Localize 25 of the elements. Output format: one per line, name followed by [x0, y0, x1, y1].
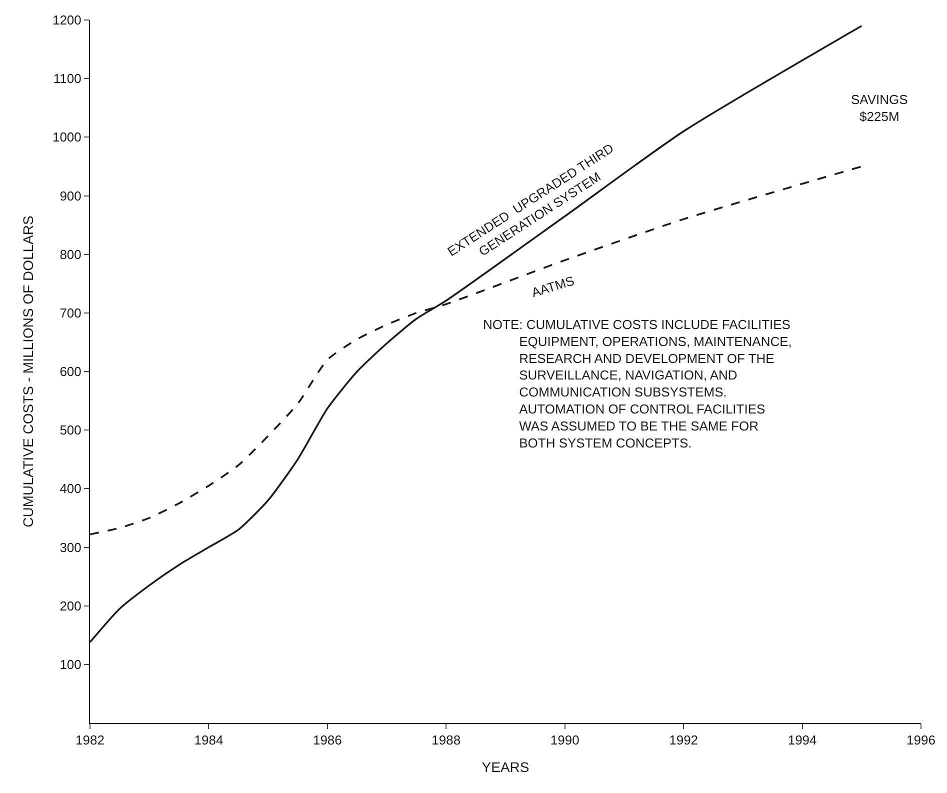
y-tick-label: 1100 [53, 71, 82, 86]
y-tick-label: 700 [60, 305, 82, 320]
y-axis-title: CUMULATIVE COSTS - MILLIONS OF DOLLARS [20, 216, 36, 528]
x-tick-label: 1992 [669, 732, 698, 748]
y-tick-label: 400 [60, 481, 82, 496]
y-tick-label: 200 [60, 598, 82, 614]
x-tick-label: 1986 [312, 732, 342, 748]
y-tick-label: 1200 [52, 12, 82, 28]
x-tick-label: 1994 [788, 732, 817, 748]
x-tick-label: 1990 [550, 732, 580, 748]
x-tick-label: 1996 [906, 732, 936, 748]
annotation: NOTE: CUMULATIVE COSTS INCLUDE FACILITIES EQUIPMENT, OPERATIONS, MAINTENANCE, RESEARCH AND DEVELOPMENT OF THE SURVEILLANCE, NAVIGATION, AND COMMUNICATION SUBSYSTEMS. AUTOMATION OF CONTROL FACILITIES WAS ASSUMED TO BE THE SAME FOR BOTH SYSTEM CONCEPTS. [483, 317, 792, 450]
x-tick-label: 1984 [194, 732, 224, 748]
y-tick-label: 800 [60, 246, 82, 262]
text: AATMS [530, 272, 576, 300]
annotation: SAVINGS $225M [851, 92, 908, 124]
y-tick-label: 100 [60, 656, 82, 672]
y-tick-label: 900 [60, 188, 82, 204]
y-tick-label: 500 [60, 422, 82, 438]
y-tick-label: 1000 [52, 130, 82, 145]
y-tick-label: 600 [60, 364, 82, 380]
x-axis-title: YEARS [482, 758, 530, 775]
y-tick-label: 300 [60, 540, 82, 555]
x-tick-label: 1988 [432, 732, 461, 748]
x-tick-label: 1982 [76, 732, 104, 748]
